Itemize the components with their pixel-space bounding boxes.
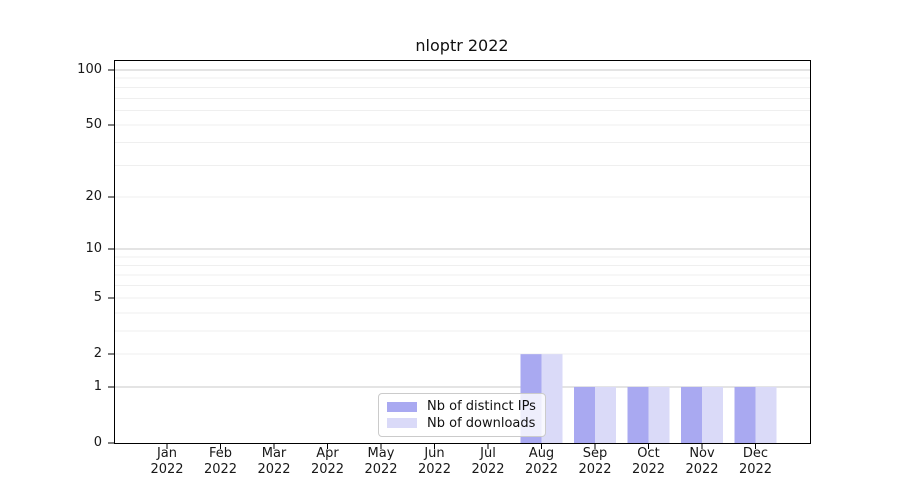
legend-label-distinct-ips: Nb of distinct IPs bbox=[427, 399, 536, 415]
x-tick-label: May 2022 bbox=[349, 446, 413, 478]
x-tick-label: Dec 2022 bbox=[724, 446, 788, 478]
x-tick-year: 2022 bbox=[524, 462, 559, 477]
bar bbox=[648, 386, 670, 443]
x-tick-month: Sep bbox=[582, 446, 608, 461]
y-tick-label: 10 bbox=[85, 241, 102, 257]
x-tick-label: Aug 2022 bbox=[510, 446, 574, 478]
axis-ticks bbox=[108, 69, 756, 449]
x-tick-label: Jun 2022 bbox=[403, 446, 467, 478]
minor-gridlines bbox=[114, 77, 810, 355]
y-tick-label: 50 bbox=[85, 117, 102, 133]
x-tick-label: Oct 2022 bbox=[617, 446, 681, 478]
x-tick-label: Nov 2022 bbox=[670, 446, 734, 478]
major-gridlines bbox=[114, 69, 810, 388]
legend-swatch-downloads-icon bbox=[387, 418, 417, 429]
x-tick-month: Jul bbox=[480, 446, 496, 461]
x-tick-label: Apr 2022 bbox=[296, 446, 360, 478]
bars-downloads bbox=[541, 354, 777, 443]
x-tick-year: 2022 bbox=[417, 462, 452, 477]
x-tick-month: Oct bbox=[637, 446, 660, 461]
x-tick-label: Mar 2022 bbox=[242, 446, 306, 478]
x-tick-year: 2022 bbox=[310, 462, 345, 477]
bar bbox=[595, 386, 616, 443]
x-tick-year: 2022 bbox=[685, 462, 719, 477]
chart-title: nloptr 2022 bbox=[415, 36, 509, 55]
x-tick-label: Sep 2022 bbox=[563, 446, 627, 478]
x-tick-year: 2022 bbox=[257, 462, 291, 477]
x-tick-month: Dec bbox=[742, 446, 769, 461]
x-tick-year: 2022 bbox=[578, 462, 612, 477]
x-tick-month: Nov bbox=[689, 446, 715, 461]
legend: Nb of distinct IPs Nb of downloads bbox=[378, 393, 546, 437]
bar bbox=[574, 386, 595, 443]
x-tick-year: 2022 bbox=[738, 462, 773, 477]
x-tick-month: Apr bbox=[316, 446, 339, 461]
x-tick-label: Feb 2022 bbox=[189, 446, 253, 478]
x-tick-month: Aug bbox=[528, 446, 555, 461]
legend-label-downloads: Nb of downloads bbox=[427, 415, 536, 431]
x-tick-month: Jun bbox=[424, 446, 445, 461]
legend-item-downloads: Nb of downloads bbox=[387, 416, 537, 431]
x-tick-year: 2022 bbox=[150, 462, 184, 477]
legend-item-distinct-ips: Nb of distinct IPs bbox=[387, 399, 537, 414]
bar bbox=[755, 386, 777, 443]
y-tick-label: 2 bbox=[93, 346, 102, 362]
bar bbox=[702, 386, 723, 443]
x-tick-month: Feb bbox=[208, 446, 233, 461]
x-tick-year: 2022 bbox=[471, 462, 505, 477]
x-tick-month: Mar bbox=[261, 446, 287, 461]
x-tick-label: Jan 2022 bbox=[135, 446, 199, 478]
x-tick-year: 2022 bbox=[203, 462, 238, 477]
bar bbox=[627, 386, 649, 443]
legend-swatch-distinct-ips-icon bbox=[387, 401, 417, 412]
y-tick-label: 20 bbox=[85, 188, 102, 204]
x-tick-month: May bbox=[367, 446, 395, 461]
bar bbox=[734, 386, 756, 443]
y-tick-label: 0 bbox=[93, 435, 102, 450]
y-tick-label: 5 bbox=[93, 290, 102, 306]
x-tick-year: 2022 bbox=[631, 462, 666, 477]
bar bbox=[681, 386, 702, 443]
y-tick-label: 100 bbox=[77, 61, 102, 77]
y-tick-label: 1 bbox=[93, 378, 102, 394]
x-tick-month: Jan bbox=[156, 446, 178, 461]
bar bbox=[541, 354, 563, 443]
x-tick-year: 2022 bbox=[364, 462, 398, 477]
plot-frame bbox=[114, 60, 811, 444]
x-tick-label: Jul 2022 bbox=[456, 446, 520, 478]
